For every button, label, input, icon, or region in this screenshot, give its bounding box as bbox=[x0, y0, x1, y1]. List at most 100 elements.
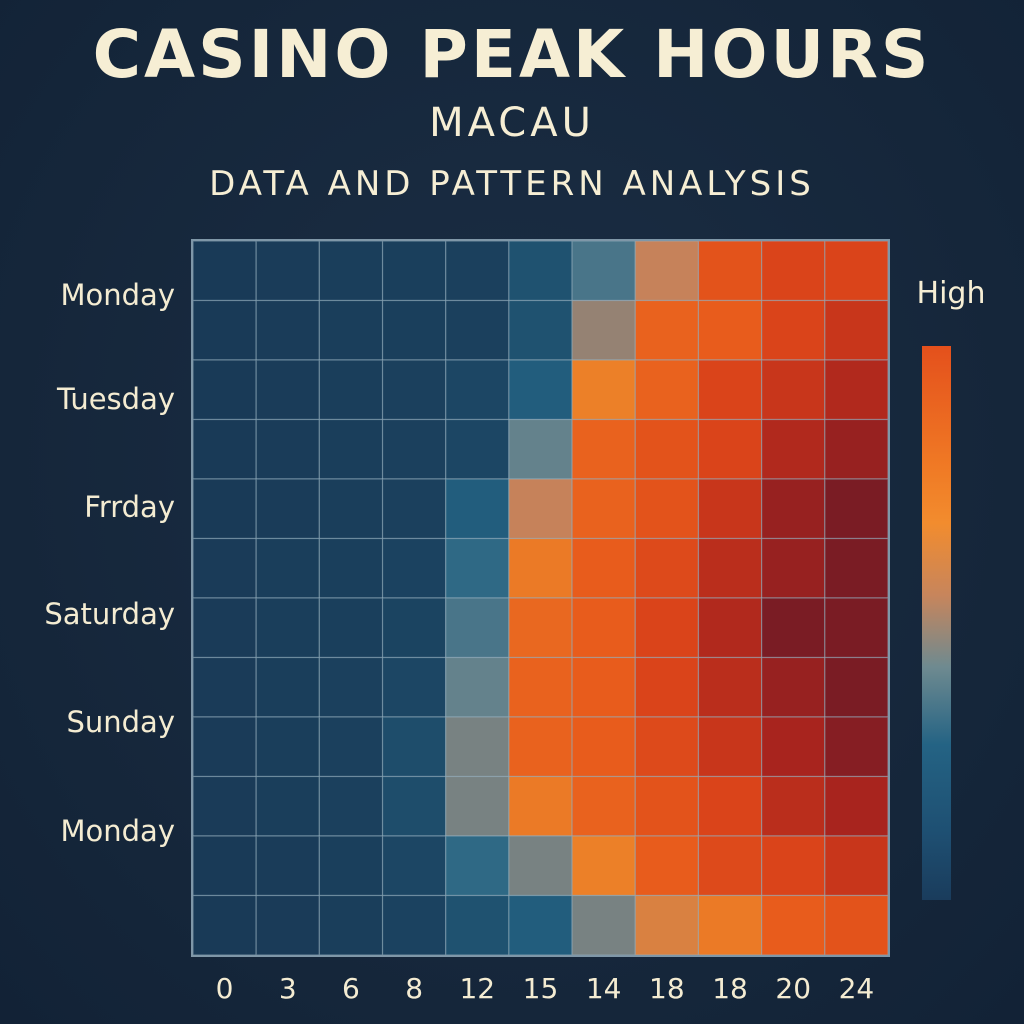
heatmap-cell bbox=[634, 716, 700, 778]
heatmap-cell bbox=[445, 597, 510, 659]
heatmap-cell bbox=[381, 775, 447, 837]
heatmap-cell bbox=[318, 775, 384, 837]
heatmap-cell bbox=[318, 359, 384, 421]
y-tick-label: Saturday bbox=[44, 597, 175, 631]
heatmap-cell bbox=[824, 359, 889, 421]
heatmap-cell bbox=[318, 418, 384, 480]
heatmap-cell bbox=[192, 537, 257, 599]
heatmap-cell bbox=[255, 656, 320, 718]
heatmap-cell bbox=[508, 537, 573, 599]
x-tick-label: 18 bbox=[712, 972, 748, 1005]
legend-colorbar bbox=[922, 346, 951, 900]
heatmap-cell bbox=[318, 656, 384, 718]
chart-title: CASINO PEAK HOURS bbox=[92, 16, 932, 93]
heatmap-cell bbox=[381, 478, 447, 540]
heatmap-cell bbox=[381, 537, 447, 599]
heatmap-cell bbox=[508, 359, 573, 421]
heatmap-frame bbox=[191, 239, 890, 957]
x-tick-label: 6 bbox=[342, 972, 360, 1005]
heatmap-cell bbox=[381, 240, 447, 302]
heatmap-cell bbox=[634, 240, 700, 302]
heatmap-cell bbox=[445, 656, 510, 718]
heatmap-cell bbox=[634, 775, 700, 837]
heatmap-cell bbox=[381, 418, 447, 480]
heatmap-cell bbox=[255, 775, 320, 837]
heatmap-cell bbox=[824, 418, 889, 480]
heatmap-cell bbox=[508, 418, 573, 480]
heatmap-cell bbox=[761, 537, 826, 599]
heatmap-cell bbox=[445, 894, 510, 956]
heatmap-cell bbox=[192, 716, 257, 778]
heatmap-cell bbox=[697, 418, 763, 480]
heatmap-cell bbox=[255, 299, 320, 361]
heatmap-cell bbox=[697, 894, 763, 956]
x-tick-label: 0 bbox=[216, 972, 234, 1005]
heatmap-cell bbox=[697, 597, 763, 659]
heatmap-cell bbox=[697, 537, 763, 599]
heatmap-cell bbox=[508, 716, 573, 778]
heatmap-cell bbox=[761, 478, 826, 540]
heatmap-cell bbox=[824, 894, 889, 956]
x-tick-label: 3 bbox=[279, 972, 297, 1005]
heatmap-cell bbox=[508, 597, 573, 659]
heatmap-cell bbox=[445, 418, 510, 480]
heatmap-cell bbox=[824, 775, 889, 837]
heatmap-cell bbox=[381, 656, 447, 718]
heatmap-cell bbox=[761, 775, 826, 837]
heatmap-cell bbox=[192, 656, 257, 718]
chart-subtitle-secondary: DATA AND PATTERN ANALYSIS bbox=[209, 164, 815, 204]
x-tick-label: 15 bbox=[523, 972, 559, 1005]
heatmap-cell bbox=[571, 478, 636, 540]
heatmap-cell bbox=[824, 716, 889, 778]
heatmap-cell bbox=[697, 240, 763, 302]
heatmap-cell bbox=[192, 299, 257, 361]
heatmap-cell bbox=[634, 478, 700, 540]
heatmap-cell bbox=[634, 835, 700, 897]
heatmap-cell bbox=[255, 537, 320, 599]
heatmap-cell bbox=[445, 240, 510, 302]
heatmap-cell bbox=[508, 775, 573, 837]
heatmap-cell bbox=[445, 775, 510, 837]
heatmap-cell bbox=[318, 478, 384, 540]
heatmap-cell bbox=[445, 537, 510, 599]
y-tick-label: Monday bbox=[61, 278, 176, 312]
heatmap-cell bbox=[508, 656, 573, 718]
heatmap-cell bbox=[697, 656, 763, 718]
heatmap-cell bbox=[381, 597, 447, 659]
heatmap-cell bbox=[318, 835, 384, 897]
heatmap-cell bbox=[445, 716, 510, 778]
heatmap-cell bbox=[571, 597, 636, 659]
heatmap-cell bbox=[192, 597, 257, 659]
heatmap-cell bbox=[761, 656, 826, 718]
heatmap-cell bbox=[824, 656, 889, 718]
heatmap-cell bbox=[761, 597, 826, 659]
heatmap-cell bbox=[634, 656, 700, 718]
x-tick-label: 14 bbox=[586, 972, 622, 1005]
heatmap-cell bbox=[761, 299, 826, 361]
heatmap-cell bbox=[381, 835, 447, 897]
heatmap-cell bbox=[697, 775, 763, 837]
heatmap-cell bbox=[192, 775, 257, 837]
y-tick-label: Sunday bbox=[66, 705, 175, 739]
heatmap-cell bbox=[634, 537, 700, 599]
heatmap-cell bbox=[508, 299, 573, 361]
heatmap-cell bbox=[192, 835, 257, 897]
heatmap-cell bbox=[508, 835, 573, 897]
heatmap-cell bbox=[824, 478, 889, 540]
heatmap-cell bbox=[255, 478, 320, 540]
heatmap-cell bbox=[192, 894, 257, 956]
heatmap-cell bbox=[255, 894, 320, 956]
heatmap-cell bbox=[634, 299, 700, 361]
heatmap-cell bbox=[192, 240, 257, 302]
heatmap-cell bbox=[697, 835, 763, 897]
y-tick-label: Monday bbox=[61, 814, 176, 848]
heatmap-cell bbox=[824, 597, 889, 659]
heatmap-cell bbox=[318, 716, 384, 778]
heatmap-cell bbox=[318, 240, 384, 302]
heatmap-cell bbox=[697, 478, 763, 540]
heatmap-cell bbox=[508, 478, 573, 540]
heatmap-cell bbox=[634, 894, 700, 956]
heatmap-cell bbox=[192, 359, 257, 421]
heatmap-cell bbox=[318, 537, 384, 599]
